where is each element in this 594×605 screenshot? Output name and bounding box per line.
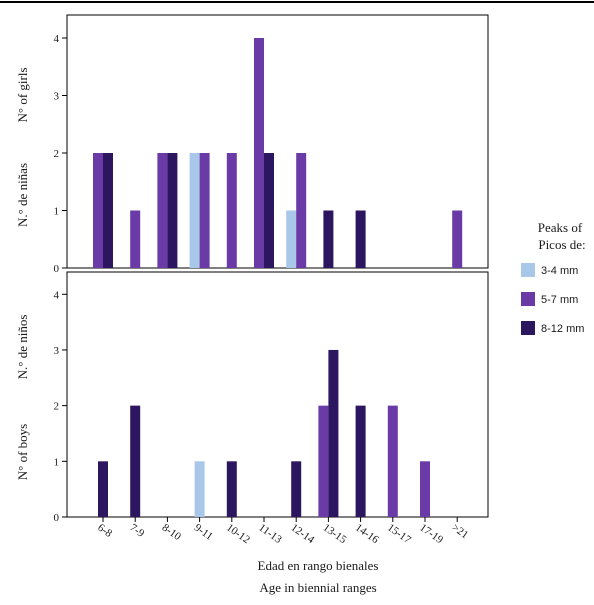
- y-tick-label: 4: [54, 289, 60, 301]
- y-axis-label-girls-en: N° of girls: [15, 67, 30, 122]
- y-tick-label: 2: [54, 148, 60, 160]
- legend-title-es: Picos de:: [538, 237, 585, 252]
- y-tick-label: 3: [54, 91, 60, 103]
- x-axis: 6-8 7-9 8-10 9-11 10-12 11-13 12-14 13-15 14-16 1…: [95, 517, 470, 546]
- bar-boys-8-12mm-14-16: [355, 405, 366, 517]
- bar-girls-8-12mm-8-10: [167, 153, 178, 268]
- x-tick-label: >21: [449, 522, 470, 542]
- bar-girls-8-12mm-14-16: [355, 210, 366, 268]
- bar-girls-5-7mm-7-9: [130, 210, 141, 268]
- y-tick-label: 2: [54, 401, 60, 413]
- y-tick-label: 3: [54, 345, 60, 357]
- y-tick-label: 1: [54, 456, 60, 468]
- bar-girls-5-7mm-10-12: [226, 153, 237, 268]
- bar-boys-3-4mm-9-11: [194, 461, 205, 517]
- legend-swatch: [521, 263, 535, 277]
- panel-boys: 0 1 2 3 4 N° of boys N.° de niños: [15, 271, 489, 524]
- plot-frame-girls: [66, 14, 489, 269]
- y-tick-label: 0: [54, 263, 60, 275]
- legend-swatch: [521, 321, 535, 335]
- legend-items: 3-4 mm 5-7 mm 8-12 mm: [521, 263, 584, 335]
- plot-frame-boys: [66, 271, 489, 518]
- x-tick-label: 17-19: [417, 522, 445, 547]
- x-tick-label: 12-14: [288, 522, 316, 547]
- bar-boys-8-12mm-6-8: [98, 461, 108, 517]
- bar-girls-5-7mm-11-13: [254, 38, 264, 268]
- legend-label: 3-4 mm: [541, 265, 578, 277]
- legend-swatch: [521, 292, 535, 306]
- legend-label: 5-7 mm: [541, 294, 578, 306]
- legend-label: 8-12 mm: [541, 323, 584, 335]
- y-axis-girls: 0 1 2 3 4: [54, 33, 67, 275]
- bar-girls-8-12mm-11-13: [264, 153, 274, 268]
- bar-girls-5-7mm-12-14: [296, 153, 307, 268]
- panel-girls: 0 1 2 3 4 N° of girls N.° de niñas: [15, 14, 489, 275]
- y-axis-label-boys-es: N.° de niños: [15, 315, 30, 380]
- y-axis-boys: 0 1 2 3 4: [54, 289, 67, 524]
- bar-boys-8-12mm-7-9: [130, 405, 141, 517]
- bar-boys-5-7mm-17-19: [420, 461, 430, 517]
- bar-boys-8-12mm-13-15: [328, 349, 339, 517]
- bar-girls-5-7mm->21: [452, 210, 463, 268]
- x-tick-label: 14-16: [353, 522, 381, 547]
- x-tick-label: 10-12: [224, 522, 252, 547]
- x-axis-label-es: Edad en rango bienales: [258, 558, 379, 573]
- x-tick-label: 15-17: [385, 522, 413, 547]
- bar-boys-8-12mm-10-12: [226, 461, 237, 517]
- x-tick-label: 8-10: [160, 522, 184, 544]
- y-tick-label: 1: [54, 206, 60, 218]
- x-tick-label: 13-15: [321, 522, 349, 547]
- bar-girls-3-4mm-9-11: [189, 153, 200, 268]
- x-tick-label: 9-11: [192, 522, 215, 543]
- x-axis-label-en: Age in biennial ranges: [259, 580, 376, 595]
- bar-boys-8-12mm-12-14: [291, 461, 302, 517]
- legend-title-en: Peaks of: [538, 220, 583, 235]
- x-tick-label: 11-13: [256, 522, 284, 547]
- bar-girls-5-7mm-6-8: [93, 153, 103, 268]
- bar-boys-5-7mm-15-17: [387, 405, 398, 517]
- bar-girls-3-4mm-12-14: [286, 210, 297, 268]
- x-tick-label: 7-9: [127, 522, 146, 541]
- bar-girls-8-12mm-6-8: [103, 153, 113, 268]
- y-tick-label: 4: [54, 33, 60, 45]
- bar-boys-5-7mm-13-15: [318, 405, 329, 517]
- bar-girls-5-7mm-9-11: [199, 153, 210, 268]
- bar-girls-5-7mm-8-10: [157, 153, 168, 268]
- bar-girls-8-12mm-13-15: [323, 210, 334, 268]
- y-tick-label: 0: [54, 512, 60, 524]
- y-axis-label-boys-en: N° of boys: [15, 424, 30, 480]
- y-axis-label-girls-es: N.° de niñas: [15, 163, 30, 227]
- x-tick-label: 6-8: [95, 522, 114, 541]
- bars-girls: [93, 38, 463, 268]
- legend: Peaks of Picos de: 3-4 mm 5-7 mm 8-12 mm: [521, 220, 586, 335]
- bars-boys: [98, 349, 430, 517]
